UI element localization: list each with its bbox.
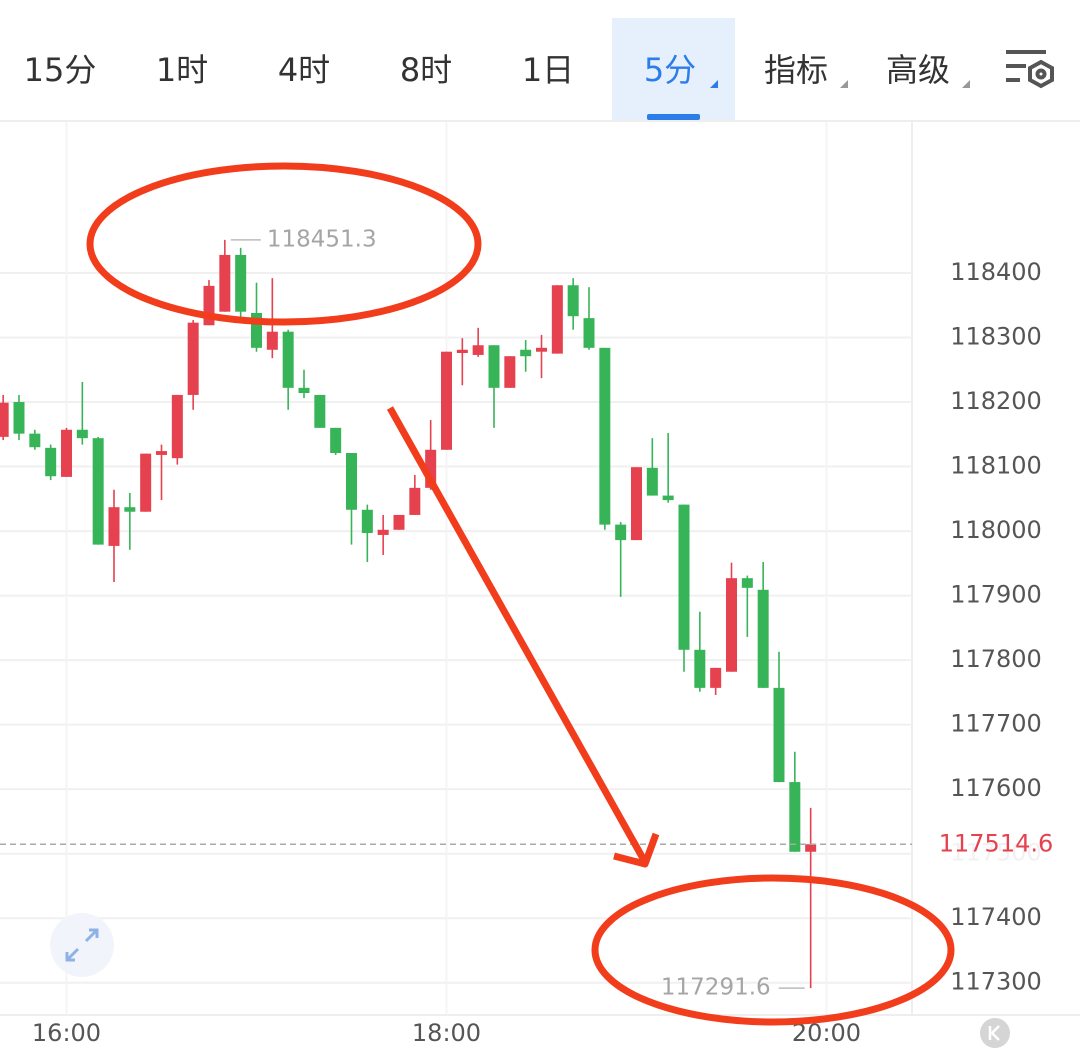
- candle-body: [456, 349, 468, 353]
- candle-body: [567, 285, 579, 317]
- y-tick-label: 117700: [950, 710, 1042, 738]
- y-tick-label: 118400: [950, 258, 1042, 286]
- candle-body: [377, 529, 389, 535]
- candle-body: [108, 507, 120, 546]
- candle-body: [235, 254, 247, 312]
- candle-body: [472, 345, 484, 355]
- candle-body: [520, 349, 532, 357]
- dropdown-caret: [710, 80, 718, 88]
- candle-body: [409, 487, 421, 515]
- scroll-latest-button[interactable]: [980, 1018, 1010, 1048]
- candle-body: [361, 509, 373, 534]
- y-tick-label: 118000: [950, 516, 1042, 544]
- tab[interactable]: 8时: [400, 51, 452, 89]
- candle-body: [282, 331, 294, 388]
- candle-body: [678, 504, 690, 650]
- labels: 1173001174001175001176001177001178001179…: [0, 226, 1080, 1047]
- candle-body: [266, 331, 278, 350]
- candle-body: [504, 356, 516, 388]
- settings-icon[interactable]: [1006, 50, 1054, 89]
- candle-body: [29, 433, 41, 448]
- tab-active[interactable]: 5分: [644, 51, 696, 89]
- tab[interactable]: 4时: [278, 51, 330, 89]
- y-tick-label: 117600: [950, 774, 1042, 802]
- tab[interactable]: 1日: [522, 51, 574, 89]
- candle-body: [187, 322, 199, 395]
- candle-body: [13, 402, 25, 434]
- candle-body: [646, 467, 658, 496]
- low-label: 117291.6: [661, 975, 771, 1001]
- candle-body: [156, 451, 167, 455]
- candle-body: [662, 495, 674, 501]
- y-tick-label: 118200: [950, 387, 1042, 415]
- tab[interactable]: 指标: [764, 51, 828, 89]
- y-tick-label: 117900: [950, 581, 1042, 609]
- user-drawings: [86, 162, 955, 1026]
- trend-arrow-head: [613, 832, 660, 868]
- candle-body: [789, 782, 801, 852]
- highlight-ellipse: [591, 874, 955, 1026]
- candle-body: [298, 387, 310, 393]
- candle-body: [583, 318, 595, 348]
- candle-body: [615, 524, 627, 541]
- candle-body: [61, 429, 72, 477]
- candle-body: [0, 402, 9, 437]
- candle-body: [599, 347, 611, 525]
- candles: [0, 239, 817, 989]
- highlight-ellipse: [86, 162, 482, 326]
- candle-body: [773, 687, 785, 783]
- candle-body: [171, 394, 183, 459]
- candle-body: [425, 449, 437, 488]
- candle-body: [393, 514, 405, 530]
- candle-body: [314, 394, 326, 428]
- active-tab-underline: [647, 114, 700, 120]
- candle-body: [536, 347, 547, 352]
- high-label: 118451.3: [267, 226, 377, 252]
- candle-body: [710, 667, 722, 688]
- candle-body: [631, 467, 642, 541]
- candle-body: [741, 578, 753, 588]
- y-tick-label: 118100: [950, 452, 1042, 480]
- x-tick-label: 16:00: [32, 1019, 101, 1047]
- candle-body: [694, 649, 706, 688]
- active-tab-bg: [612, 18, 735, 120]
- candle-body: [124, 507, 136, 512]
- candle-body: [330, 427, 342, 454]
- candle-body: [346, 453, 357, 510]
- candle-body: [219, 254, 231, 312]
- y-tick-label: 117800: [950, 645, 1042, 673]
- y-tick-label: 117400: [950, 903, 1042, 931]
- y-tick-label: 117300: [950, 968, 1042, 996]
- candle-body: [726, 578, 737, 672]
- candle-body: [140, 453, 152, 512]
- candle-body: [92, 438, 104, 545]
- candle-body: [45, 447, 57, 477]
- last-price-label: 117514.6: [939, 829, 1054, 857]
- x-tick-label: 18:00: [412, 1019, 481, 1047]
- candle-body: [441, 351, 452, 450]
- candle-body: [757, 589, 769, 688]
- trend-arrow: [386, 406, 649, 864]
- tab[interactable]: 15分: [24, 51, 97, 89]
- y-tick-label: 118300: [950, 323, 1042, 351]
- toolbar: 15分 1时 4时 8时 1日 5分 指标 高级: [0, 18, 1080, 122]
- tab[interactable]: 高级: [886, 51, 950, 89]
- tab[interactable]: 1时: [156, 51, 208, 89]
- candle-body: [251, 312, 262, 348]
- candle-body: [805, 844, 817, 852]
- candle-body: [76, 429, 88, 439]
- dropdown-caret: [962, 80, 970, 88]
- last-price-box: [914, 827, 1080, 862]
- candle-body: [551, 285, 563, 354]
- expand-button[interactable]: [50, 913, 114, 977]
- candle-body: [488, 345, 500, 388]
- dropdown-caret: [840, 80, 848, 88]
- candle-body: [203, 285, 215, 326]
